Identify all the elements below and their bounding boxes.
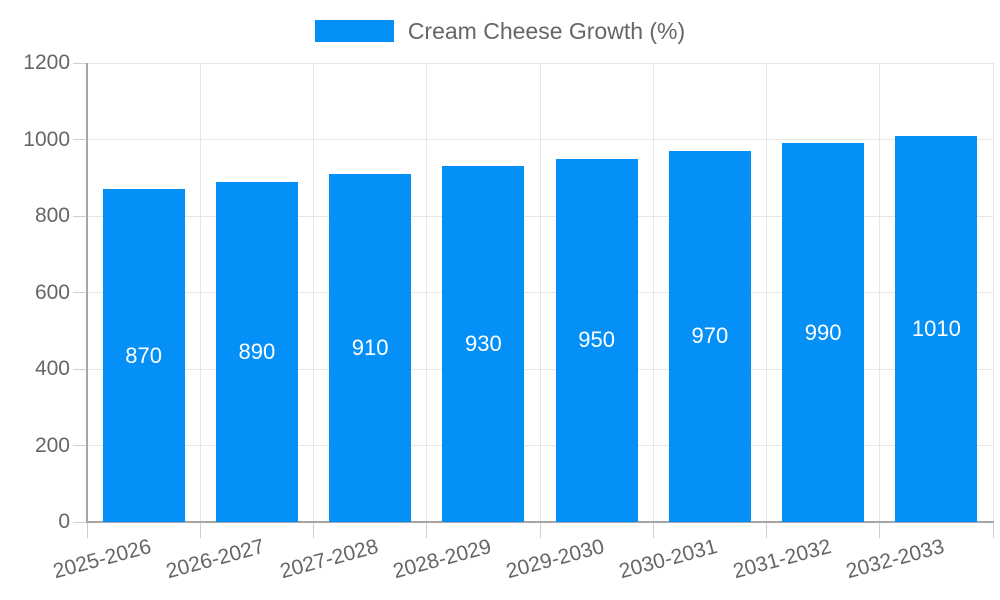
x-tick-mark <box>426 522 428 538</box>
y-tick-mark <box>73 215 87 217</box>
x-tick-mark <box>766 522 767 538</box>
x-tick-label: 2025-2026 <box>50 534 154 584</box>
y-tick-label: 0 <box>58 510 70 533</box>
bar-value-label: 1010 <box>911 315 961 341</box>
bar[interactable] <box>895 135 978 522</box>
gridline-vertical <box>199 63 201 522</box>
y-tick-mark <box>73 368 87 370</box>
bar[interactable] <box>215 181 298 522</box>
x-tick-mark <box>652 522 654 538</box>
bar[interactable] <box>102 189 185 522</box>
bar[interactable] <box>442 166 525 522</box>
bar-value-label: 890 <box>238 338 276 364</box>
bar-value-label: 910 <box>351 334 389 360</box>
x-tick-mark <box>539 522 541 538</box>
y-tick-mark <box>73 445 87 446</box>
x-axis-line <box>86 521 994 523</box>
x-tick-label: 2030-2031 <box>617 534 721 584</box>
legend-label: Cream Cheese Growth (%) <box>407 17 686 44</box>
y-tick-label: 400 <box>34 357 70 380</box>
bar-value-label: 950 <box>578 327 615 353</box>
bar-value-label: 970 <box>691 323 729 349</box>
gridline-vertical <box>313 63 314 522</box>
y-tick-label: 1200 <box>23 51 70 74</box>
x-tick-label: 2032-2033 <box>843 534 947 584</box>
y-tick-mark <box>73 521 87 523</box>
gridline-vertical <box>652 63 654 522</box>
y-tick-mark <box>73 139 87 140</box>
y-tick-mark <box>73 62 87 64</box>
legend-swatch-icon <box>314 20 394 42</box>
bar-value-label: 930 <box>465 331 502 357</box>
x-tick-mark <box>313 522 314 538</box>
bar-value-label: 990 <box>804 319 842 345</box>
y-tick-label: 200 <box>34 433 70 457</box>
x-tick-mark <box>199 522 201 538</box>
bar[interactable] <box>668 150 751 522</box>
gridline-vertical <box>879 63 881 522</box>
bar[interactable] <box>782 143 865 522</box>
x-tick-label: 2027-2028 <box>277 534 381 584</box>
y-tick-label: 600 <box>34 280 70 304</box>
x-tick-mark <box>879 522 881 538</box>
bar-value-label: 870 <box>125 342 162 368</box>
chart-legend[interactable]: Cream Cheese Growth (%) <box>0 16 1000 46</box>
x-tick-label: 2031-2032 <box>730 534 834 584</box>
x-tick-label: 2029-2030 <box>503 534 607 584</box>
x-tick-mark <box>992 522 994 538</box>
gridline-vertical <box>766 63 767 522</box>
gridline-vertical <box>539 63 541 522</box>
x-tick-label: 2026-2027 <box>164 534 268 584</box>
y-tick-mark <box>73 292 87 293</box>
gridline-vertical <box>992 63 994 522</box>
y-axis-line <box>86 63 88 522</box>
x-tick-mark <box>86 522 88 538</box>
y-tick-label: 1000 <box>23 127 70 151</box>
bar[interactable] <box>555 158 638 522</box>
y-tick-label: 800 <box>34 204 70 227</box>
x-tick-label: 2028-2029 <box>390 534 494 584</box>
gridline-vertical <box>426 63 428 522</box>
bar[interactable] <box>329 173 412 522</box>
